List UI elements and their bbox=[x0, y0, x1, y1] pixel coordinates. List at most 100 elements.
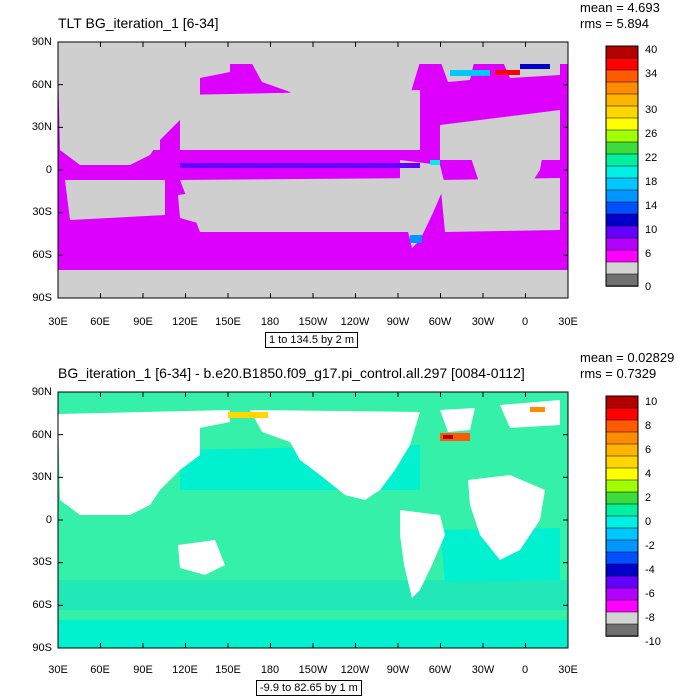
lon-label: 90E bbox=[133, 664, 153, 676]
colorbar-swatch bbox=[605, 201, 639, 215]
colorbar-swatch bbox=[605, 575, 639, 589]
colorbar-label: 8 bbox=[645, 420, 652, 432]
lat-label: 60S bbox=[32, 249, 52, 261]
lon-label: 30E bbox=[48, 664, 68, 676]
colorbar-label: 30 bbox=[645, 104, 658, 116]
lon-label: 60W bbox=[428, 316, 452, 328]
colorbar-label: 2 bbox=[645, 492, 652, 504]
colorbar-swatch bbox=[605, 611, 639, 625]
map-plot bbox=[57, 391, 639, 649]
colorbar-swatch bbox=[605, 249, 639, 263]
colorbar-swatch bbox=[605, 45, 639, 59]
colorbar-swatch bbox=[605, 261, 639, 275]
colorbar-swatch bbox=[605, 93, 639, 107]
bottom-panel: BG_iteration_1 [6-34] - b.e20.B1850.f09_… bbox=[0, 350, 700, 700]
lat-label: 60S bbox=[32, 599, 52, 611]
colorbar-swatch bbox=[605, 467, 639, 481]
colorbar-swatch bbox=[605, 563, 639, 577]
lon-label: 60E bbox=[90, 316, 110, 328]
colorbar-swatch bbox=[605, 431, 639, 445]
lat-label: 90S bbox=[32, 292, 52, 304]
colorbar-swatch bbox=[605, 165, 639, 179]
colorbar-label: 10 bbox=[645, 224, 658, 236]
lon-label: 120W bbox=[340, 316, 370, 328]
colorbar-swatch bbox=[605, 407, 639, 421]
lon-label: 90W bbox=[386, 316, 410, 328]
lon-label: 150W bbox=[298, 316, 328, 328]
colorbar-swatch bbox=[605, 539, 639, 553]
lon-label: 120E bbox=[172, 316, 198, 328]
colorbar-swatch bbox=[605, 105, 639, 119]
land bbox=[58, 50, 560, 248]
lat-label: 30S bbox=[32, 556, 52, 568]
lon-label: 0 bbox=[521, 316, 529, 328]
colorbar-label: 6 bbox=[645, 444, 652, 456]
colorbar bbox=[605, 45, 639, 287]
lon-label: 30W bbox=[471, 316, 495, 328]
colorbar-swatch bbox=[605, 599, 639, 613]
top-panel: TLT BG_iteration_1 [6-34] mean = 4.693 r… bbox=[31, 0, 660, 348]
colorbar-swatch bbox=[605, 623, 639, 637]
colorbar-swatch bbox=[605, 273, 639, 287]
lon-label: 90E bbox=[133, 316, 153, 328]
colorbar-swatch bbox=[605, 81, 639, 95]
colorbar-swatch bbox=[605, 395, 639, 409]
colorbar-swatch bbox=[605, 503, 639, 517]
axis-ticks bbox=[57, 391, 569, 649]
colorbar-swatch bbox=[605, 117, 639, 131]
lat-label: 30S bbox=[32, 206, 52, 218]
colorbar-label: -2 bbox=[645, 540, 655, 552]
colorbar-label: 0 bbox=[645, 516, 652, 528]
lat-label: 60N bbox=[31, 429, 52, 441]
land bbox=[58, 400, 560, 598]
lon-label: 120W bbox=[340, 664, 370, 676]
colorbar-swatch bbox=[605, 177, 639, 191]
colorbar-label: 22 bbox=[645, 152, 658, 164]
map-plot bbox=[57, 41, 639, 299]
colorbar-swatch bbox=[605, 213, 639, 227]
colorbar-swatch bbox=[605, 237, 639, 251]
lon-label: 60W bbox=[428, 664, 452, 676]
lat-label: 90S bbox=[32, 642, 52, 654]
lon-label: 150W bbox=[298, 664, 328, 676]
lon-label: 180 bbox=[260, 664, 280, 676]
mean-stat: mean = 0.02829 bbox=[580, 350, 675, 365]
lon-label: 180 bbox=[260, 316, 280, 328]
colorbar-swatch bbox=[605, 551, 639, 565]
colorbar-swatch bbox=[605, 491, 639, 505]
colorbar-label: 14 bbox=[645, 200, 658, 212]
rms-stat: rms = 0.7329 bbox=[580, 366, 657, 381]
colorbar-label: 6 bbox=[645, 248, 652, 260]
high-values bbox=[228, 407, 545, 441]
lat-label: 30N bbox=[31, 121, 52, 133]
colorbar-swatch bbox=[605, 57, 639, 71]
colorbar-label: 18 bbox=[645, 176, 658, 188]
panel-title: BG_iteration_1 [6-34] - b.e20.B1850.f09_… bbox=[58, 365, 525, 381]
colorbar-swatch bbox=[605, 515, 639, 529]
colorbar-label: -6 bbox=[645, 588, 655, 600]
colorbar-frame bbox=[605, 45, 639, 287]
lon-label: 30E bbox=[558, 664, 578, 676]
colorbar-label: -10 bbox=[645, 636, 661, 648]
colorbar-label: 4 bbox=[645, 468, 652, 480]
colorbar-label: -4 bbox=[645, 564, 655, 576]
contour-range-box: -9.9 to 82.65 by 1 m bbox=[256, 680, 362, 696]
colorbar-label: 10 bbox=[645, 396, 658, 408]
axis-ticks bbox=[57, 41, 569, 299]
colorbar-swatch bbox=[605, 455, 639, 469]
colorbar-swatch bbox=[605, 527, 639, 541]
colorbar-label: 34 bbox=[645, 68, 658, 80]
panel-title: TLT BG_iteration_1 [6-34] bbox=[58, 15, 219, 31]
lon-label: 90W bbox=[386, 664, 410, 676]
lon-label: 120E bbox=[172, 664, 198, 676]
contour-range-box: 1 to 134.5 by 2 m bbox=[265, 332, 358, 348]
colorbar-label: 0 bbox=[645, 281, 652, 293]
lat-label: 0 bbox=[45, 164, 52, 176]
colorbar-swatch bbox=[605, 69, 639, 83]
lat-label: 30N bbox=[31, 471, 52, 483]
lat-label: 90N bbox=[31, 386, 52, 398]
colorbar-swatch bbox=[605, 225, 639, 239]
lat-label: 0 bbox=[45, 514, 52, 526]
colorbar-swatch bbox=[605, 479, 639, 493]
colorbar-label: 26 bbox=[645, 128, 658, 140]
